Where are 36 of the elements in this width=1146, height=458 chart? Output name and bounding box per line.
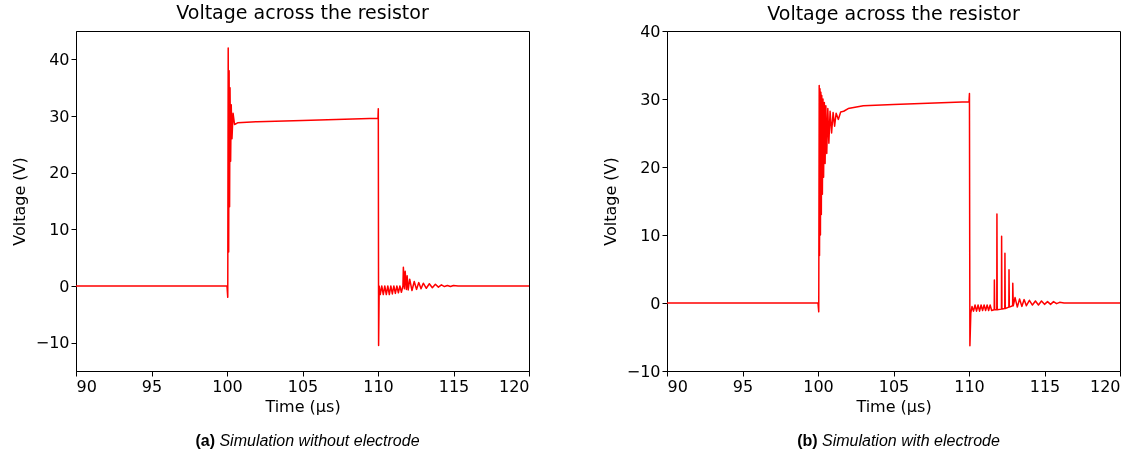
y-axis-title: Voltage (V) — [9, 157, 29, 246]
y-tick-label: 10 — [640, 225, 661, 245]
x-tick-label: 120 — [498, 376, 530, 396]
x-tick-label: 120 — [1089, 376, 1121, 396]
y-tick-label: 30 — [49, 106, 70, 126]
x-tick-label: 115 — [438, 376, 470, 396]
y-tick-label: 20 — [49, 163, 70, 183]
text: (a) Simulation without electrode — [195, 432, 420, 449]
text: (b) Simulation with electrode — [797, 432, 1000, 449]
y-tick-label: −10 — [626, 361, 661, 381]
y-tick-label: 0 — [59, 276, 70, 296]
y-tick-label: 40 — [49, 49, 70, 69]
y-tick-label: 10 — [49, 219, 70, 239]
x-tick-label: 115 — [1029, 376, 1061, 396]
y-axis-title: Voltage (V) — [600, 157, 620, 246]
y-tick-label: 0 — [650, 293, 661, 313]
x-tick-label: 105 — [878, 376, 910, 396]
chart-title: Voltage across the resistor — [176, 1, 429, 23]
line-series — [76, 47, 529, 347]
x-tick-label: 95 — [141, 376, 163, 396]
y-tick-label: −10 — [35, 333, 70, 353]
x-tick-label: 110 — [363, 376, 394, 396]
x-tick-label: 105 — [287, 376, 319, 396]
x-tick-label: 110 — [954, 376, 985, 396]
x-axis-title: Time (μs) — [855, 396, 932, 416]
y-tick-label: 30 — [640, 89, 661, 109]
y-tick-label: 40 — [640, 21, 661, 41]
x-tick-label: 90 — [667, 376, 688, 396]
line-series — [667, 84, 1120, 347]
x-tick-label: 90 — [76, 376, 97, 396]
x-tick-label: 100 — [212, 376, 243, 396]
x-axis-title: Time (μs) — [264, 396, 341, 416]
y-tick-label: 20 — [640, 157, 661, 177]
x-tick-label: 100 — [803, 376, 834, 396]
x-tick-label: 95 — [732, 376, 754, 396]
chart-title: Voltage across the resistor — [767, 2, 1020, 24]
